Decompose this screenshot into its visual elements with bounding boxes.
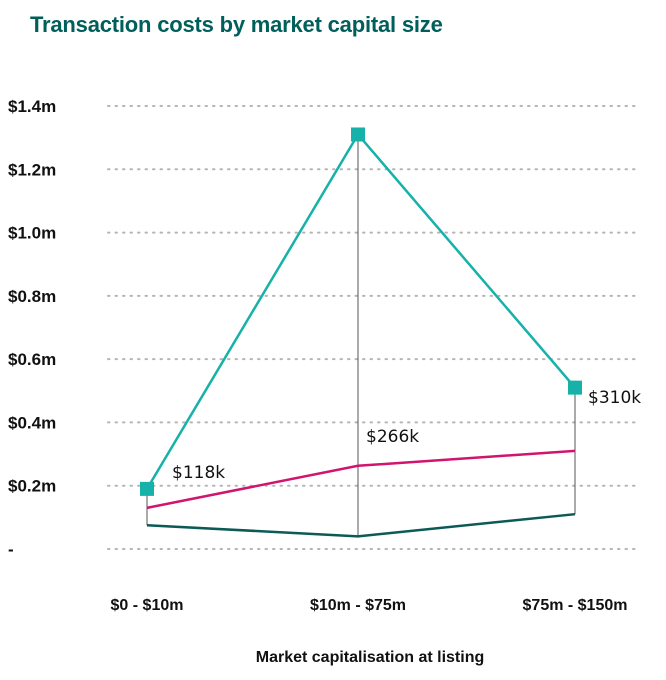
- x-tick-label: $10m - $75m: [310, 597, 406, 614]
- series-markers: [140, 127, 582, 496]
- data-label: $118k: [172, 463, 225, 483]
- y-tick-label: $0.4m: [8, 413, 56, 432]
- chart-title: Transaction costs by market capital size: [30, 12, 443, 37]
- x-axis-label: Market capitalisation at listing: [256, 649, 485, 666]
- data-labels: $118k $266k $310k: [172, 388, 641, 483]
- y-tick-label: -: [8, 540, 14, 559]
- data-label: $310k: [588, 388, 641, 408]
- y-tick-label: $0.8m: [8, 287, 56, 306]
- y-tick-label: $1.4m: [8, 97, 56, 116]
- series-line-median: [146, 449, 576, 510]
- y-tick-label: $0.2m: [8, 477, 56, 496]
- y-tick-label: $1.0m: [8, 224, 56, 243]
- y-axis-ticks: - $0.2m $0.4m $0.6m $0.8m $1.0m $1.2m $1.4m: [8, 97, 56, 559]
- marker-high: [351, 127, 365, 142]
- x-tick-label: $75m - $150m: [523, 597, 628, 614]
- marker-high: [568, 380, 582, 395]
- x-axis-ticks: $0 - $10m $10m - $75m $75m - $150m: [111, 597, 628, 614]
- data-label: $266k: [366, 427, 419, 447]
- series-line-low: [146, 512, 576, 538]
- x-tick-label: $0 - $10m: [111, 597, 184, 614]
- y-tick-label: $0.6m: [8, 350, 56, 369]
- y-tick-label: $1.2m: [8, 160, 56, 179]
- series-line-high: [145, 132, 576, 490]
- marker-high: [140, 481, 154, 496]
